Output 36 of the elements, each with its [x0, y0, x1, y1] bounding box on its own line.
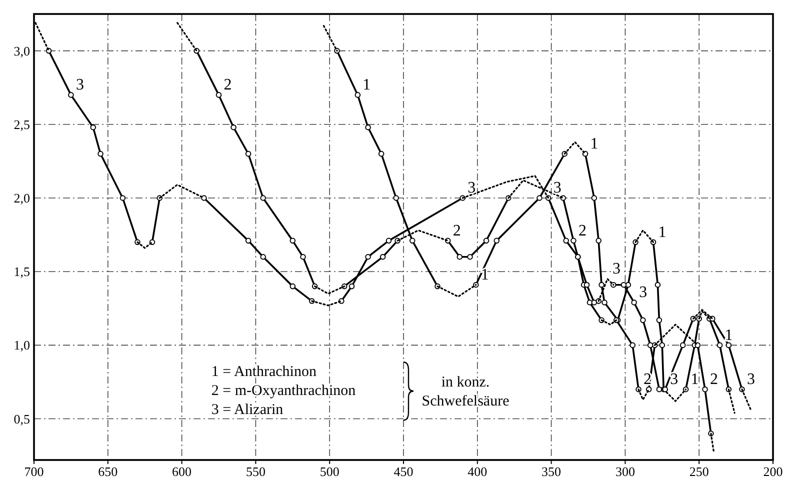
- x-tick-label: 200: [763, 464, 783, 479]
- annotation: 2: [578, 222, 586, 240]
- annotation: 3: [468, 180, 476, 197]
- x-tick-label: 350: [542, 464, 562, 479]
- annotation: 1: [690, 371, 699, 388]
- annotation: 3 = Alizarin: [211, 402, 284, 418]
- x-tick-label: 600: [172, 464, 192, 479]
- annotation: 1 = Anthrachinon: [211, 364, 317, 380]
- annotation: 2: [452, 222, 461, 240]
- annotation: 1: [362, 76, 371, 94]
- annotation: 3: [670, 371, 678, 388]
- x-tick-label: 500: [320, 464, 340, 479]
- x-tick-label: 450: [394, 464, 414, 479]
- annotation: 1: [590, 136, 598, 153]
- annotation: 3: [639, 284, 648, 302]
- x-tick-label: 300: [615, 464, 635, 479]
- x-tick-label: 400: [468, 464, 488, 479]
- y-tick-label: 0,5: [14, 411, 30, 426]
- y-tick-label: 2,0: [14, 190, 30, 206]
- annotation: 2 = m-Oxyanthrachinon: [211, 383, 356, 400]
- annotation: 1: [658, 224, 666, 241]
- annotation: 2: [710, 371, 718, 388]
- y-tick-label: 2,5: [14, 116, 30, 132]
- x-tick-label: 700: [24, 464, 44, 479]
- x-tick-label: 650: [98, 464, 118, 479]
- annotation: 2: [224, 76, 232, 94]
- annotation: 1: [724, 326, 733, 344]
- x-tick-label: 250: [689, 464, 709, 479]
- annotation: 3: [76, 76, 84, 94]
- y-tick-label: 1,5: [14, 264, 30, 280]
- annotation: 3: [553, 180, 562, 197]
- x-tick-label: 550: [246, 464, 266, 479]
- y-tick-label: 1,0: [14, 338, 30, 353]
- y-tick-label: 3,0: [14, 43, 30, 58]
- annotation: 3: [746, 371, 755, 388]
- annotation: in konz. Schwefelsäure: [422, 374, 510, 410]
